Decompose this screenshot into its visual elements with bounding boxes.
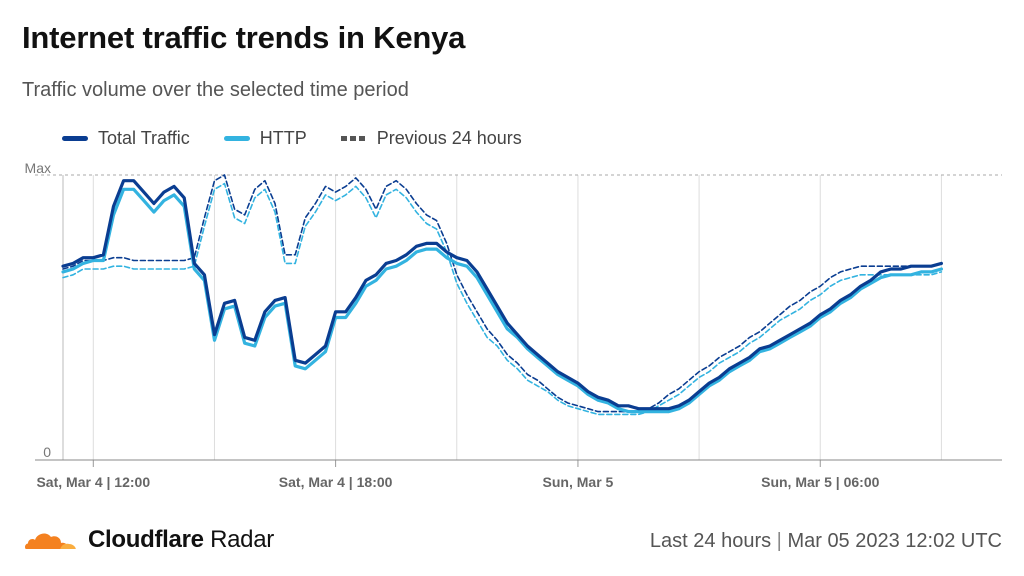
series-line-http (61, 187, 944, 414)
legend-label-total-traffic: Total Traffic (98, 128, 190, 148)
period-label: Last 24 hours (649, 530, 772, 552)
period-timestamp: Mar 05 2023 12:02 UTC (787, 530, 1002, 552)
x-tick-label: Sat, Mar 4 | 12:00 (36, 474, 150, 490)
series-line-previous-24-hours-total (62, 174, 943, 413)
series-line-previous-24-hours-http (62, 182, 943, 416)
line-chart: Sat, Mar 4 | 12:00 Sat, Mar 4 | 18:00 Sun,… (25, 160, 1002, 490)
period-separator: | (776, 530, 782, 552)
legend-swatch-total-traffic (62, 136, 88, 141)
legend-item-http[interactable]: HTTP (223, 128, 307, 149)
chart-legend: Total Traffic HTTP Previous 24 hours (62, 128, 522, 149)
legend-item-previous-24-hours[interactable]: Previous 24 hours (340, 128, 522, 149)
brand-name-bold: Cloudflare (88, 526, 204, 553)
brand-name-light: Radar (210, 526, 274, 553)
brand-name: Cloudflare Radar (88, 526, 274, 554)
y-tick-label-max: Max (25, 160, 51, 176)
cloud-icon (24, 533, 76, 551)
cloudflare-radar-logo: Cloudflare Radar (22, 526, 274, 554)
x-tick-label: Sat, Mar 4 | 18:00 (279, 474, 393, 490)
legend-label-http: HTTP (259, 128, 307, 148)
chart-subtitle: Traffic volume over the selected time pe… (22, 79, 409, 101)
x-tick-label: Sun, Mar 5 | 06:00 (761, 474, 880, 490)
y-tick-label-zero: 0 (43, 444, 51, 460)
time-period-info: Last 24 hours | Mar 05 2023 12:02 UTC (650, 530, 1002, 553)
legend-label-previous-24-hours: Previous 24 hours (376, 128, 522, 148)
x-tick-label: Sun, Mar 5 (543, 474, 614, 490)
series-line-total-traffic (61, 179, 944, 411)
chart-title: Internet traffic trends in Kenya (22, 20, 466, 55)
legend-item-total-traffic[interactable]: Total Traffic (62, 128, 190, 149)
legend-swatch-http (223, 136, 250, 141)
legend-swatch-previous-24-hours (340, 136, 367, 141)
